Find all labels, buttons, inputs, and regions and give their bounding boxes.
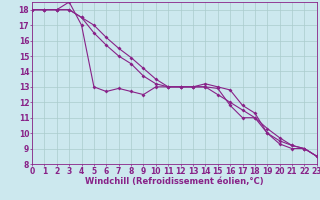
X-axis label: Windchill (Refroidissement éolien,°C): Windchill (Refroidissement éolien,°C)	[85, 177, 264, 186]
